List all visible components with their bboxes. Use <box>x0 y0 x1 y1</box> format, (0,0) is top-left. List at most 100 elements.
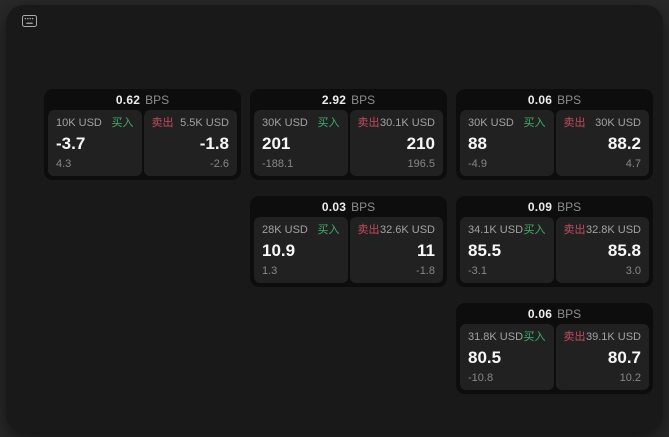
buy-sub-value: -188.1 <box>262 157 294 170</box>
buy-side-label: 买入 <box>523 117 546 129</box>
bps-unit-label: BPS <box>351 199 376 214</box>
sell-quote-tile[interactable]: 卖出 32.8K USD 85.8 3.0 <box>555 217 649 283</box>
sell-side-label: 卖出 <box>151 117 174 129</box>
bps-value: 2.92 <box>321 92 347 107</box>
quote-card: 0.03 BPS 28K USD 买入 10.9 1.3 卖出 32.6K US… <box>250 196 447 287</box>
sell-main-value: 210 <box>406 134 435 153</box>
buy-main-value: 201 <box>262 134 291 153</box>
buy-top-row: 31.8K USD 买入 <box>468 331 546 343</box>
bps-unit-label: BPS <box>557 92 582 107</box>
keyboard-icon[interactable] <box>22 15 37 27</box>
sell-side-label: 卖出 <box>357 224 380 236</box>
buy-quote-tile[interactable]: 30K USD 买入 201 -188.1 <box>254 110 348 176</box>
buy-sub-value: -10.8 <box>468 371 494 384</box>
buy-side-label: 买入 <box>111 117 134 129</box>
buy-side-label: 买入 <box>317 117 340 129</box>
buy-amount: 31.8K USD <box>468 331 524 343</box>
sell-amount: 32.6K USD <box>379 224 435 236</box>
buy-amount: 30K USD <box>468 117 514 129</box>
buy-quote-tile[interactable]: 28K USD 买入 10.9 1.3 <box>254 217 348 283</box>
buy-top-row: 30K USD 买入 <box>262 117 340 129</box>
card-body: 30K USD 买入 201 -188.1 卖出 30.1K USD 210 1… <box>250 110 447 176</box>
sell-main-value: 88.2 <box>607 134 641 153</box>
sell-top-row: 卖出 30.1K USD <box>358 117 436 129</box>
quote-card: 0.09 BPS 34.1K USD 买入 85.5 -3.1 卖出 32.8K… <box>456 196 653 287</box>
buy-side-label: 买入 <box>317 224 340 236</box>
sell-sub-value: 196.5 <box>407 157 435 170</box>
sell-side-label: 卖出 <box>563 117 586 129</box>
card-header: 0.06 BPS <box>456 89 653 110</box>
card-header: 2.92 BPS <box>250 89 447 110</box>
sell-side-label: 卖出 <box>563 331 586 343</box>
buy-sub-value: -4.9 <box>468 157 487 170</box>
card-body: 34.1K USD 买入 85.5 -3.1 卖出 32.8K USD 85.8… <box>456 217 653 283</box>
sell-top-row: 卖出 32.6K USD <box>358 224 436 236</box>
card-body: 30K USD 买入 88 -4.9 卖出 30K USD 88.2 4.7 <box>456 110 653 176</box>
buy-sub-value: 1.3 <box>262 264 278 277</box>
sell-amount: 32.8K USD <box>585 224 641 236</box>
sell-quote-tile[interactable]: 卖出 30K USD 88.2 4.7 <box>555 110 649 176</box>
buy-side-label: 买入 <box>523 224 546 236</box>
buy-side-label: 买入 <box>523 331 546 343</box>
buy-top-row: 30K USD 买入 <box>468 117 546 129</box>
buy-sub-value: 4.3 <box>56 157 72 170</box>
sell-amount: 39.1K USD <box>585 331 641 343</box>
buy-main-value: 85.5 <box>468 241 502 260</box>
card-body: 28K USD 买入 10.9 1.3 卖出 32.6K USD 11 -1.8 <box>250 217 447 283</box>
sell-quote-tile[interactable]: 卖出 32.6K USD 11 -1.8 <box>349 217 443 283</box>
buy-main-value: 10.9 <box>262 241 296 260</box>
bps-value: 0.03 <box>321 199 347 214</box>
sell-amount: 30K USD <box>595 117 641 129</box>
buy-top-row: 10K USD 买入 <box>56 117 134 129</box>
bps-value: 0.62 <box>115 92 141 107</box>
buy-top-row: 34.1K USD 买入 <box>468 224 546 236</box>
bps-value: 0.06 <box>527 92 553 107</box>
bps-unit-label: BPS <box>557 306 582 321</box>
buy-quote-tile[interactable]: 10K USD 买入 -3.7 4.3 <box>48 110 142 176</box>
buy-quote-tile[interactable]: 30K USD 买入 88 -4.9 <box>460 110 554 176</box>
quote-card: 2.92 BPS 30K USD 买入 201 -188.1 卖出 30.1K … <box>250 89 447 180</box>
sell-amount: 5.5K USD <box>180 117 229 129</box>
buy-main-value: -3.7 <box>56 134 86 153</box>
bps-value: 0.09 <box>527 199 553 214</box>
main-panel: 0.62 BPS 10K USD 买入 -3.7 4.3 卖出 5.5K USD… <box>6 5 663 432</box>
card-body: 31.8K USD 买入 80.5 -10.8 卖出 39.1K USD 80.… <box>456 324 653 390</box>
sell-sub-value: 4.7 <box>625 157 641 170</box>
buy-quote-tile[interactable]: 34.1K USD 买入 85.5 -3.1 <box>460 217 554 283</box>
buy-top-row: 28K USD 买入 <box>262 224 340 236</box>
bps-unit-label: BPS <box>557 199 582 214</box>
sell-quote-tile[interactable]: 卖出 39.1K USD 80.7 10.2 <box>555 324 649 390</box>
card-header: 0.09 BPS <box>456 196 653 217</box>
sell-top-row: 卖出 5.5K USD <box>152 117 230 129</box>
bps-unit-label: BPS <box>351 92 376 107</box>
sell-side-label: 卖出 <box>357 117 380 129</box>
sell-sub-value: 10.2 <box>619 371 641 384</box>
sell-top-row: 卖出 30K USD <box>564 117 642 129</box>
buy-main-value: 80.5 <box>468 348 502 367</box>
buy-sub-value: -3.1 <box>468 264 487 277</box>
sell-main-value: 80.7 <box>607 348 641 367</box>
card-header: 0.06 BPS <box>456 303 653 324</box>
buy-amount: 28K USD <box>262 224 308 236</box>
sell-main-value: -1.8 <box>199 134 229 153</box>
card-header: 0.62 BPS <box>44 89 241 110</box>
sell-amount: 30.1K USD <box>379 117 435 129</box>
buy-amount: 34.1K USD <box>468 224 524 236</box>
buy-amount: 30K USD <box>262 117 308 129</box>
sell-top-row: 卖出 32.8K USD <box>564 224 642 236</box>
buy-main-value: 88 <box>468 134 487 153</box>
sell-main-value: 85.8 <box>607 241 641 260</box>
bps-value: 0.06 <box>527 306 553 321</box>
quote-card: 0.06 BPS 30K USD 买入 88 -4.9 卖出 30K USD 8… <box>456 89 653 180</box>
cards-grid: 0.62 BPS 10K USD 买入 -3.7 4.3 卖出 5.5K USD… <box>6 5 663 432</box>
sell-sub-value: -1.8 <box>416 264 435 277</box>
sell-top-row: 卖出 39.1K USD <box>564 331 642 343</box>
sell-quote-tile[interactable]: 卖出 5.5K USD -1.8 -2.6 <box>143 110 237 176</box>
buy-quote-tile[interactable]: 31.8K USD 买入 80.5 -10.8 <box>460 324 554 390</box>
quote-card: 0.06 BPS 31.8K USD 买入 80.5 -10.8 卖出 39.1… <box>456 303 653 394</box>
quote-card: 0.62 BPS 10K USD 买入 -3.7 4.3 卖出 5.5K USD… <box>44 89 241 180</box>
sell-quote-tile[interactable]: 卖出 30.1K USD 210 196.5 <box>349 110 443 176</box>
sell-side-label: 卖出 <box>563 224 586 236</box>
buy-amount: 10K USD <box>56 117 102 129</box>
card-header: 0.03 BPS <box>250 196 447 217</box>
